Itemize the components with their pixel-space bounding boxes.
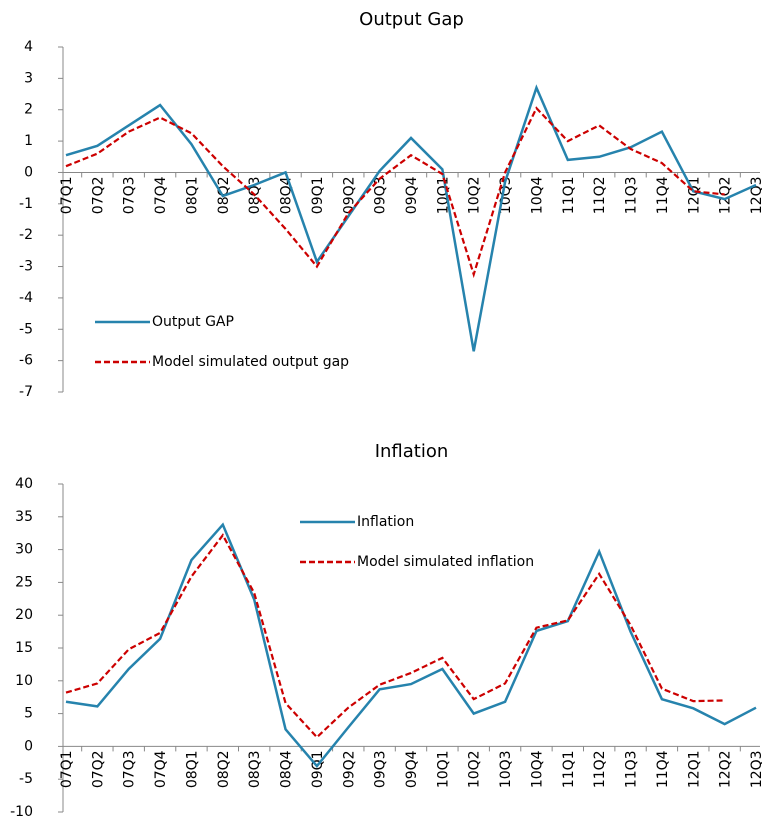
x-tick-label: 08Q1 <box>184 176 200 214</box>
x-tick-label: 11Q4 <box>655 750 671 788</box>
series-line <box>65 522 757 769</box>
x-tick-label: 12Q1 <box>686 750 702 788</box>
x-tick-label: 09Q2 <box>341 176 357 214</box>
y-tick-label: 20 <box>15 607 33 623</box>
y-tick-label: -5 <box>19 321 33 337</box>
y-tick-label: 3 <box>24 70 33 86</box>
x-tick-label: 11Q1 <box>561 176 577 214</box>
x-tick-label: 09Q1 <box>310 176 326 214</box>
x-tick-label: 07Q4 <box>153 176 169 214</box>
y-tick-label: 5 <box>24 706 33 722</box>
y-tick-label: -4 <box>19 290 33 306</box>
y-tick-label: 2 <box>24 102 33 118</box>
y-tick-label: 1 <box>24 133 33 149</box>
x-tick-label: 09Q3 <box>373 176 389 214</box>
series-line <box>65 106 725 279</box>
y-tick-label: -5 <box>19 771 33 787</box>
x-tick-label: 12Q2 <box>718 750 734 788</box>
x-tick-label: 08Q1 <box>184 750 200 788</box>
x-tick-label: 09Q3 <box>373 750 389 788</box>
y-tick-label: 4 <box>24 39 33 55</box>
x-tick-label: 10Q4 <box>529 176 545 214</box>
x-tick-label: 07Q2 <box>90 176 106 214</box>
y-tick-label: -10 <box>10 804 33 820</box>
legend-label: Inflation <box>357 514 414 530</box>
x-tick-label: 08Q3 <box>247 750 263 788</box>
y-tick-label: -1 <box>19 196 33 212</box>
y-tick-label: 25 <box>15 574 33 590</box>
y-tick-label: -7 <box>19 384 33 400</box>
x-tick-label: 10Q2 <box>467 176 483 214</box>
y-tick-label: -2 <box>19 227 33 243</box>
x-tick-label: 12Q3 <box>749 750 762 788</box>
y-tick-label: -6 <box>19 353 33 369</box>
x-tick-label: 11Q2 <box>592 750 608 788</box>
x-tick-label: 11Q1 <box>561 750 577 788</box>
y-tick-label: 40 <box>15 476 33 492</box>
legend-label: Output GAP <box>152 314 234 330</box>
y-tick-label: 15 <box>15 640 33 656</box>
x-tick-label: 11Q4 <box>655 176 671 214</box>
x-tick-label: 08Q4 <box>279 176 295 214</box>
x-tick-label: 11Q3 <box>624 750 640 788</box>
legend-label: Model simulated output gap <box>152 354 349 370</box>
x-tick-label: 09Q4 <box>404 750 420 788</box>
series-line <box>65 533 725 739</box>
y-tick-label: 10 <box>15 673 33 689</box>
y-tick-label: -3 <box>19 259 33 275</box>
x-tick-label: 12Q2 <box>718 176 734 214</box>
y-tick-label: 35 <box>15 509 33 525</box>
x-tick-label: 07Q3 <box>122 176 138 214</box>
x-tick-label: 07Q1 <box>59 176 75 214</box>
x-tick-label: 10Q2 <box>467 750 483 788</box>
y-tick-label: 30 <box>15 542 33 558</box>
y-tick-label: 0 <box>24 164 33 180</box>
x-tick-label: 09Q2 <box>341 750 357 788</box>
x-tick-label: 10Q4 <box>529 750 545 788</box>
x-tick-label: 10Q1 <box>435 750 451 788</box>
x-tick-label: 07Q1 <box>59 750 75 788</box>
y-tick-label: 0 <box>24 738 33 754</box>
x-tick-label: 07Q3 <box>122 750 138 788</box>
x-tick-label: 07Q4 <box>153 750 169 788</box>
chart-title: Inflation <box>375 441 449 462</box>
x-tick-label: 09Q4 <box>404 176 420 214</box>
x-tick-label: 11Q3 <box>624 176 640 214</box>
x-tick-label: 07Q2 <box>90 750 106 788</box>
x-tick-label: 11Q2 <box>592 176 608 214</box>
x-tick-label: 10Q3 <box>498 750 514 788</box>
x-tick-label: 12Q3 <box>749 176 762 214</box>
chart-title: Output Gap <box>359 9 464 30</box>
x-tick-label: 08Q4 <box>279 750 295 788</box>
x-tick-label: 08Q2 <box>216 750 232 788</box>
series-line <box>65 84 757 352</box>
legend-label: Model simulated inflation <box>357 554 534 570</box>
